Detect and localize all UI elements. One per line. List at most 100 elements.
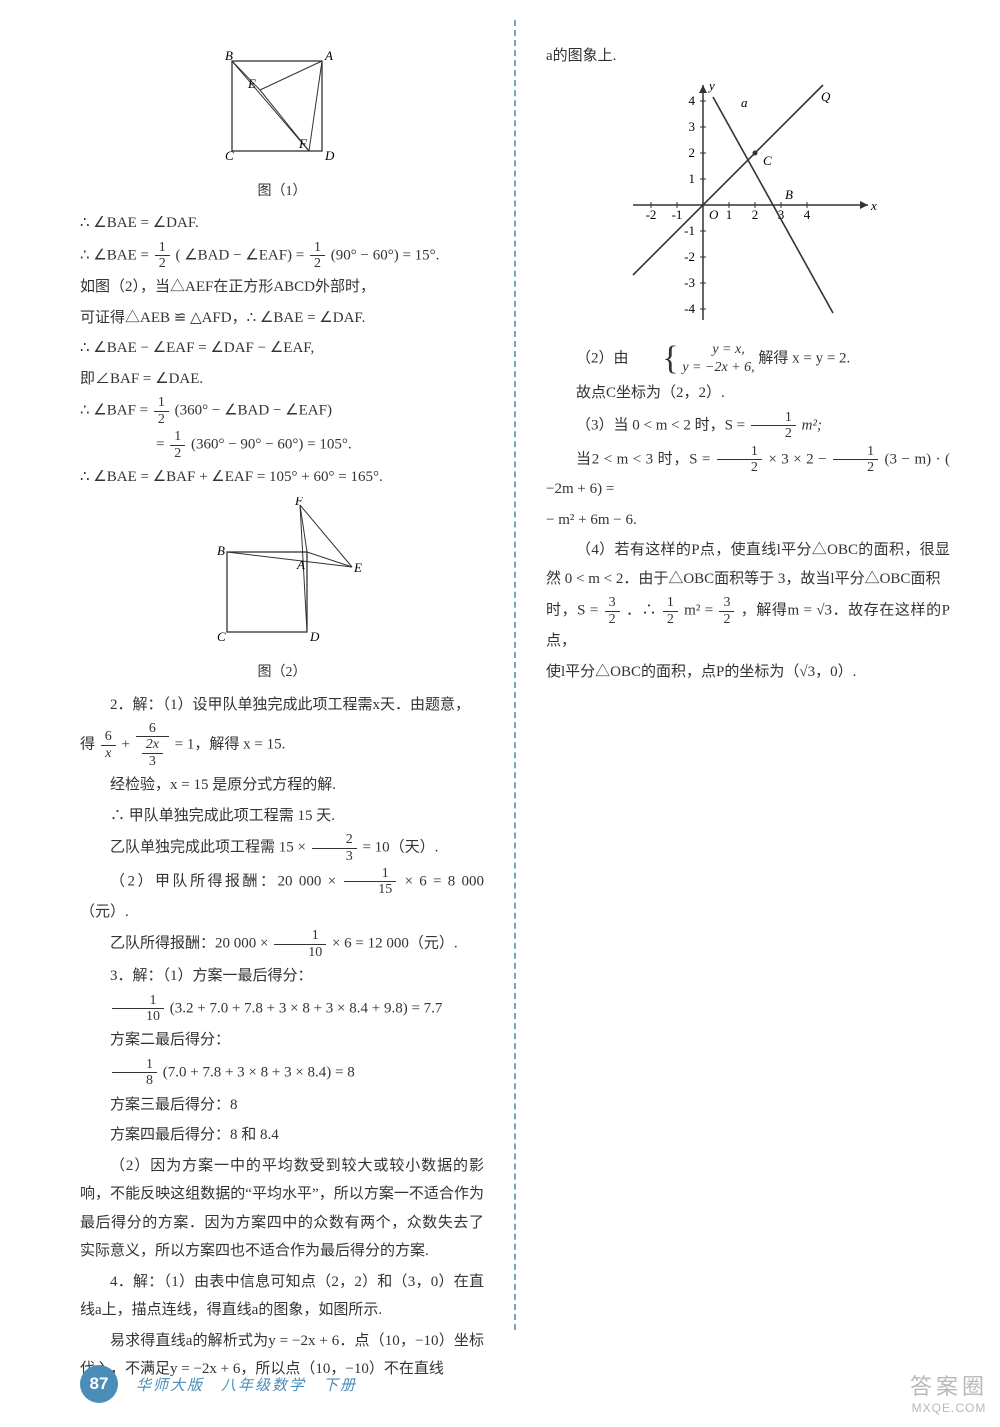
t: ( ∠BAD − ∠EAF) =	[175, 247, 308, 263]
figure-2: B A C D E F 图（2）	[80, 497, 484, 686]
t: 乙队所得报酬：20 000 ×	[110, 936, 272, 952]
svg-text:-4: -4	[684, 301, 695, 316]
svg-text:F: F	[294, 497, 304, 508]
svg-text:A: A	[324, 48, 333, 63]
t: = 1，解得 x = 15.	[175, 737, 286, 753]
right-column: a的图象上. -2 -1 1 2 3 4	[526, 40, 950, 1260]
text-line: 时，S = 32 ．∴ 12 m² = 32 ，解得m = √3．故存在这样的P…	[546, 595, 950, 655]
svg-text:a: a	[741, 95, 748, 110]
t: （3）当 0 < m < 2 时，S =	[576, 417, 749, 433]
text-line: − m² + 6m − 6.	[546, 506, 950, 535]
svg-text:y: y	[707, 78, 715, 93]
svg-text:-2: -2	[684, 249, 695, 264]
svg-text:x: x	[870, 198, 877, 213]
svg-text:-1: -1	[684, 223, 695, 238]
page-number: 87	[80, 1365, 118, 1403]
text-line: 110 (3.2 + 7.0 + 7.8 + 3 × 8 + 3 × 8.4 +…	[80, 993, 484, 1025]
text-line: = 12 (360° − 90° − 60°) = 105°.	[80, 429, 484, 461]
text-line: 乙队所得报酬：20 000 × 110 × 6 = 12 000（元）.	[80, 928, 484, 960]
fraction: 18	[112, 1057, 157, 1089]
svg-text:4: 4	[804, 207, 811, 222]
text-line: 使l平分△OBC的面积，点P的坐标为（√3，0）.	[546, 658, 950, 687]
svg-text:C: C	[225, 148, 234, 163]
figure-2-caption: 图（2）	[80, 660, 484, 687]
fraction: 12	[154, 395, 169, 427]
t: (360° − 90° − 60°) = 105°.	[191, 436, 352, 452]
svg-text:4: 4	[689, 93, 696, 108]
text-line: 方案三最后得分：8	[80, 1091, 484, 1120]
svg-text:E: E	[247, 76, 256, 91]
text-line: （2）甲队所得报酬：20 000 × 115 × 6 = 8 000（元）.	[80, 866, 484, 926]
svg-text:3: 3	[689, 119, 696, 134]
fraction: 115	[344, 866, 396, 898]
text-line: 方案四最后得分：8 和 8.4	[80, 1121, 484, 1150]
text-line: 18 (7.0 + 7.8 + 3 × 8 + 3 × 8.4) = 8	[80, 1057, 484, 1089]
figure-1-caption: 图（1）	[80, 179, 484, 206]
t: 解得 x = y = 2.	[758, 351, 850, 367]
svg-text:D: D	[324, 148, 335, 163]
t: (7.0 + 7.8 + 3 × 8 + 3 × 8.4) = 8	[163, 1064, 355, 1080]
t: （2）甲队所得报酬：20 000 ×	[110, 873, 342, 889]
fraction: 6 2x3	[136, 721, 169, 769]
t: 当2 < m < 3 时，S =	[576, 451, 715, 467]
text-line: ∴ ∠BAE − ∠EAF = ∠DAF − ∠EAF,	[80, 334, 484, 363]
footer-text: 华师大版 八年级数学 下册	[136, 1374, 357, 1395]
fraction: 110	[274, 928, 326, 960]
text-line: （2）由 { y = x, y = −2x + 6, 解得 x = y = 2.	[546, 341, 950, 377]
svg-text:2: 2	[689, 145, 696, 160]
text-line: 4．解：（1）由表中信息可知点（2，2）和（3，0）在直线a上，描点连线，得直线…	[80, 1268, 484, 1325]
text-line: ∴ ∠BAE = ∠DAF.	[80, 209, 484, 238]
t: 得	[80, 737, 95, 753]
svg-text:Q: Q	[821, 89, 831, 104]
text-line: 经检验，x = 15 是原分式方程的解.	[80, 771, 484, 800]
t: （2）由	[576, 351, 629, 367]
svg-text:O: O	[709, 207, 719, 222]
t: =	[156, 436, 168, 452]
t: ∴ ∠BAF =	[80, 403, 152, 419]
svg-text:B: B	[225, 48, 233, 63]
t: (3.2 + 7.0 + 7.8 + 3 × 8 + 3 × 8.4 + 9.8…	[170, 1000, 443, 1016]
text-line: 可证得△AEB ≌ △AFD，∴ ∠BAE = ∠DAF.	[80, 304, 484, 333]
text-line: 2．解：（1）设甲队单独完成此项工程需x天．由题意，	[80, 691, 484, 720]
t: (90° − 60°) = 15°.	[331, 247, 440, 263]
fraction: 6x	[101, 729, 116, 761]
t: ．∴	[626, 603, 661, 619]
fraction: 12	[310, 240, 325, 272]
t: = 10（天）.	[362, 840, 438, 856]
t: m² =	[684, 603, 717, 619]
fraction: 12	[833, 444, 878, 476]
text-line: 如图（2），当△AEF在正方形ABCD外部时，	[80, 273, 484, 302]
figure-1: B A C D E F 图（1）	[80, 46, 484, 205]
text-line: 当2 < m < 3 时，S = 12 × 3 × 2 − 12 (3 − m)…	[546, 444, 950, 504]
svg-text:C: C	[763, 153, 772, 168]
svg-text:B: B	[217, 543, 225, 558]
fraction: 23	[312, 832, 357, 864]
brace-icon: {	[632, 342, 678, 376]
text-line: 方案二最后得分：	[80, 1026, 484, 1055]
t: 时，S =	[546, 603, 603, 619]
left-column: B A C D E F 图（1） ∴ ∠BAE = ∠DAF. ∴ ∠BAE =…	[80, 40, 504, 1260]
text-line: 即∠BAF = ∠DAE.	[80, 365, 484, 394]
t: 乙队单独完成此项工程需 15 ×	[110, 840, 310, 856]
svg-text:E: E	[353, 560, 362, 575]
fraction: 110	[112, 993, 164, 1025]
svg-text:D: D	[309, 629, 320, 644]
svg-text:-2: -2	[646, 207, 657, 222]
text-line: ∴ ∠BAF = 12 (360° − ∠BAD − ∠EAF)	[80, 395, 484, 427]
text-line: （2）因为方案一中的平均数受到较大或较小数据的影响，不能反映这组数据的“平均水平…	[80, 1152, 484, 1266]
t: (360° − ∠BAD − ∠EAF)	[175, 403, 332, 419]
watermark-bottom: MXQE.COM	[910, 1401, 988, 1415]
svg-text:A: A	[296, 557, 305, 572]
fraction: 12	[155, 240, 170, 272]
text-line: a的图象上.	[546, 42, 950, 71]
watermark: 答案圈 MXQE.COM	[910, 1369, 988, 1415]
text-line: （3）当 0 < m < 2 时，S = 12 m²;	[546, 410, 950, 442]
t: × 6 = 12 000（元）.	[332, 936, 458, 952]
coord-plot: -2 -1 1 2 3 4 1 2	[546, 77, 950, 338]
column-divider	[514, 20, 516, 1330]
fraction: 12	[751, 410, 796, 442]
text-line: 乙队单独完成此项工程需 15 × 23 = 10（天）.	[80, 832, 484, 864]
fraction: 12	[663, 595, 678, 627]
watermark-top: 答案圈	[910, 1369, 988, 1401]
svg-text:F: F	[298, 136, 308, 151]
